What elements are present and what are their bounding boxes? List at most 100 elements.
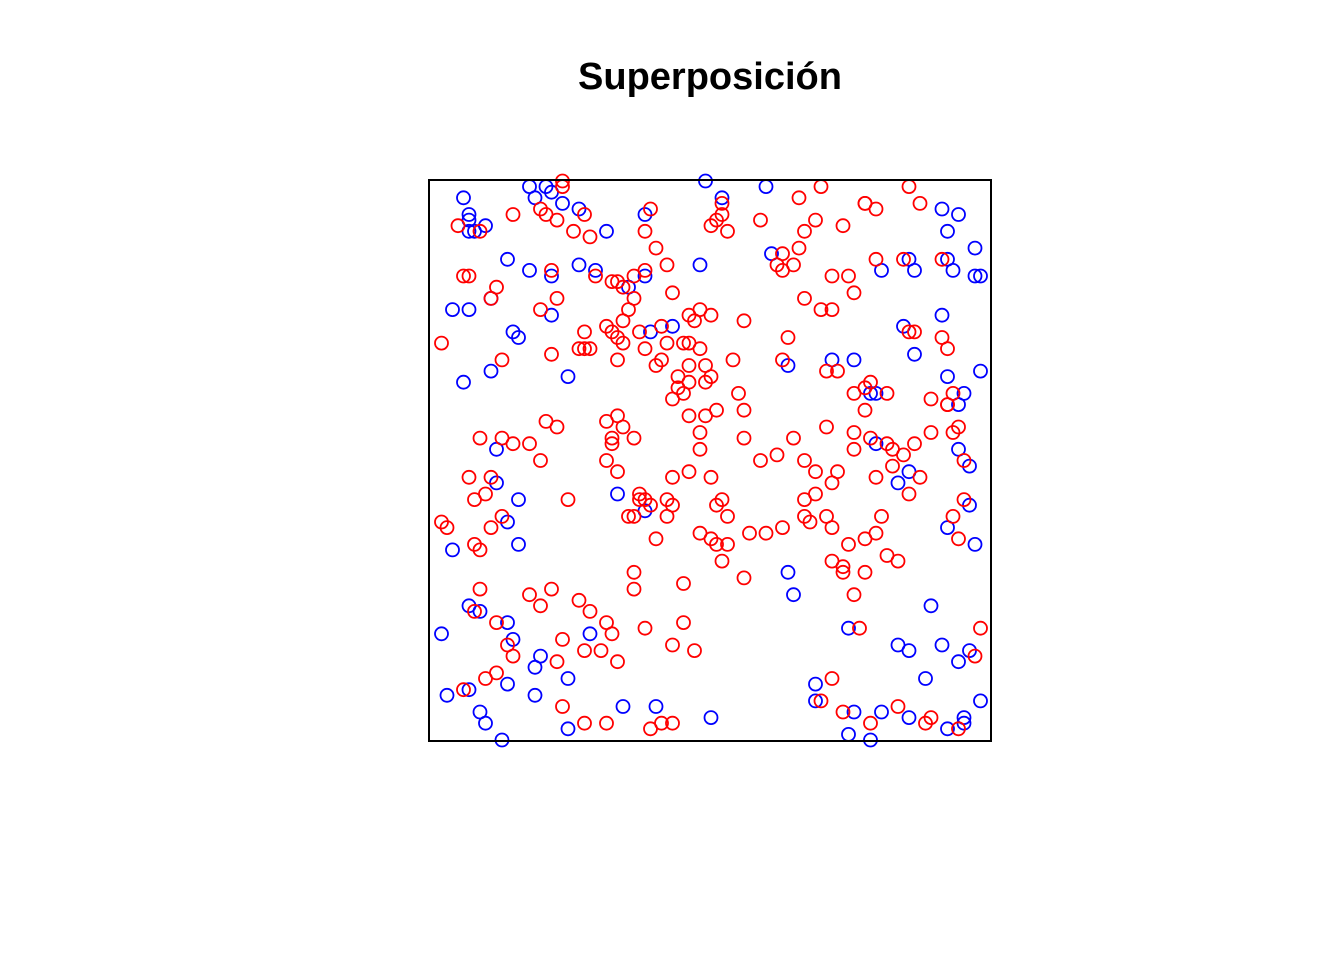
scatter-point-s1-257: [610, 464, 625, 480]
scatter-point-s0-81: [582, 626, 598, 642]
scatter-point-s1-110: [956, 492, 972, 508]
scatter-point-s1-143: [901, 486, 917, 502]
scatter-point-s1-44: [549, 290, 565, 306]
scatter-point-s0-93: [461, 682, 477, 698]
scatter-point-s1-95: [846, 425, 862, 440]
scatter-point-s1-48: [615, 279, 631, 295]
scatter-point-s1-120: [786, 430, 801, 446]
scatter-point-s1-122: [808, 464, 823, 480]
scatter-point-s0-82: [780, 564, 796, 580]
scatter-point-s1-204: [687, 643, 702, 658]
scatter-point-s1-232: [742, 525, 757, 541]
scatter-point-s1-147: [824, 671, 840, 686]
scatter-point-s1-71: [599, 318, 614, 334]
scatter-point-s1-112: [951, 531, 966, 547]
scatter-point-s1-202: [676, 615, 691, 630]
scatter-point-s1-28: [868, 251, 884, 267]
scatter-point-s0-23: [500, 251, 515, 267]
scatter-point-s1-3: [533, 201, 548, 217]
scatter-point-s1-148: [813, 693, 829, 709]
scatter-point-s0-92: [434, 626, 449, 642]
scatter-point-s1-59: [659, 335, 675, 351]
scatter-point-s1-156: [973, 620, 988, 636]
scatter-point-s1-37: [450, 218, 466, 234]
points-layer: [434, 173, 988, 748]
scatter-point-s1-146: [852, 620, 867, 636]
scatter-point-s1-22: [835, 218, 851, 234]
scatter-point-s1-5: [549, 212, 565, 228]
scatter-point-s1-67: [632, 324, 647, 340]
scatter-point-s1-251: [670, 369, 686, 385]
scatter-point-s0-84: [841, 620, 856, 636]
scatter-point-s0-69: [890, 475, 906, 491]
scatter-point-s0-34: [907, 262, 922, 278]
scatter-point-s1-9: [643, 201, 658, 217]
scatter-point-s1-230: [714, 553, 730, 569]
scatter-point-s1-260: [615, 419, 631, 435]
scatter-point-s1-119: [819, 419, 834, 435]
scatter-point-s1-96: [863, 430, 878, 446]
scatter-point-s1-190: [593, 643, 609, 658]
scatter-point-s1-87: [846, 285, 862, 301]
scatter-point-s1-130: [802, 514, 818, 530]
scatter-point-s1-68: [637, 341, 653, 357]
scatter-point-s1-94: [857, 402, 873, 418]
scatter-point-s1-184: [533, 598, 548, 614]
scatter-point-s1-222: [703, 469, 719, 485]
scatter-point-s1-81: [533, 302, 548, 318]
scatter-point-s1-240: [736, 402, 752, 418]
scatter-point-s1-179: [505, 648, 521, 664]
scatter-point-s1-203: [676, 576, 691, 591]
scatter-point-s0-91: [962, 643, 977, 658]
scatter-point-s1-214: [632, 492, 647, 508]
scatter-point-s1-98: [901, 324, 917, 340]
scatter-point-s1-12: [714, 195, 730, 211]
scatter-point-s1-99: [907, 324, 922, 340]
scatter-point-s1-86: [813, 302, 829, 318]
scatter-point-s1-172: [549, 419, 565, 435]
scatter-point-s1-174: [560, 492, 576, 508]
scatter-point-s1-160: [472, 542, 488, 558]
scatter-point-s1-193: [549, 654, 565, 670]
scatter-point-s1-207: [626, 564, 642, 580]
scatter-point-s1-11: [648, 240, 664, 256]
scatter-point-s0-29: [637, 268, 653, 284]
scatter-point-s1-252: [670, 380, 686, 396]
scatter-point-s0-58: [956, 385, 972, 401]
scatter-point-s1-35: [896, 251, 911, 267]
scatter-point-s1-165: [461, 469, 477, 485]
scatter-point-s0-19: [940, 223, 955, 239]
scatter-point-s1-145: [868, 525, 884, 541]
scatter-point-s0-37: [967, 240, 983, 256]
scatter-point-s1-21: [797, 223, 812, 239]
scatter-point-s1-107: [945, 425, 961, 440]
scatter-point-s0-44: [456, 374, 471, 390]
scatter-point-s0-106: [808, 676, 823, 692]
scatter-point-s1-45: [588, 268, 603, 284]
scatter-point-s0-10: [555, 195, 570, 211]
scatter-point-s1-167: [472, 430, 488, 446]
scatter-point-s0-104: [648, 699, 664, 714]
scatter-point-s1-175: [472, 581, 488, 597]
scatter-point-s1-217: [621, 509, 636, 524]
scatter-point-s0-112: [901, 710, 917, 725]
scatter-point-s1-18: [791, 190, 807, 206]
scatter-point-s1-78: [434, 335, 449, 351]
scatter-point-s0-18: [951, 207, 966, 222]
scatter-point-s0-108: [841, 727, 856, 742]
scatter-point-s1-229: [720, 537, 735, 552]
scatter-point-s1-161: [483, 520, 499, 535]
scatter-point-s1-51: [659, 257, 675, 273]
scatter-point-s1-33: [786, 257, 801, 273]
scatter-point-s0-75: [967, 537, 983, 552]
scatter-point-s1-40: [461, 268, 477, 284]
scatter-point-s1-139: [890, 553, 906, 569]
scatter-point-s1-126: [797, 492, 812, 508]
scatter-point-s1-154: [951, 721, 966, 737]
scatter-point-s1-43: [544, 262, 559, 278]
scatter-point-s0-24: [522, 262, 537, 278]
scatter-point-s0-25: [544, 268, 559, 284]
scatter-point-s1-224: [709, 497, 724, 513]
scatter-point-s1-144: [874, 509, 889, 524]
scatter-point-s0-55: [934, 307, 950, 323]
